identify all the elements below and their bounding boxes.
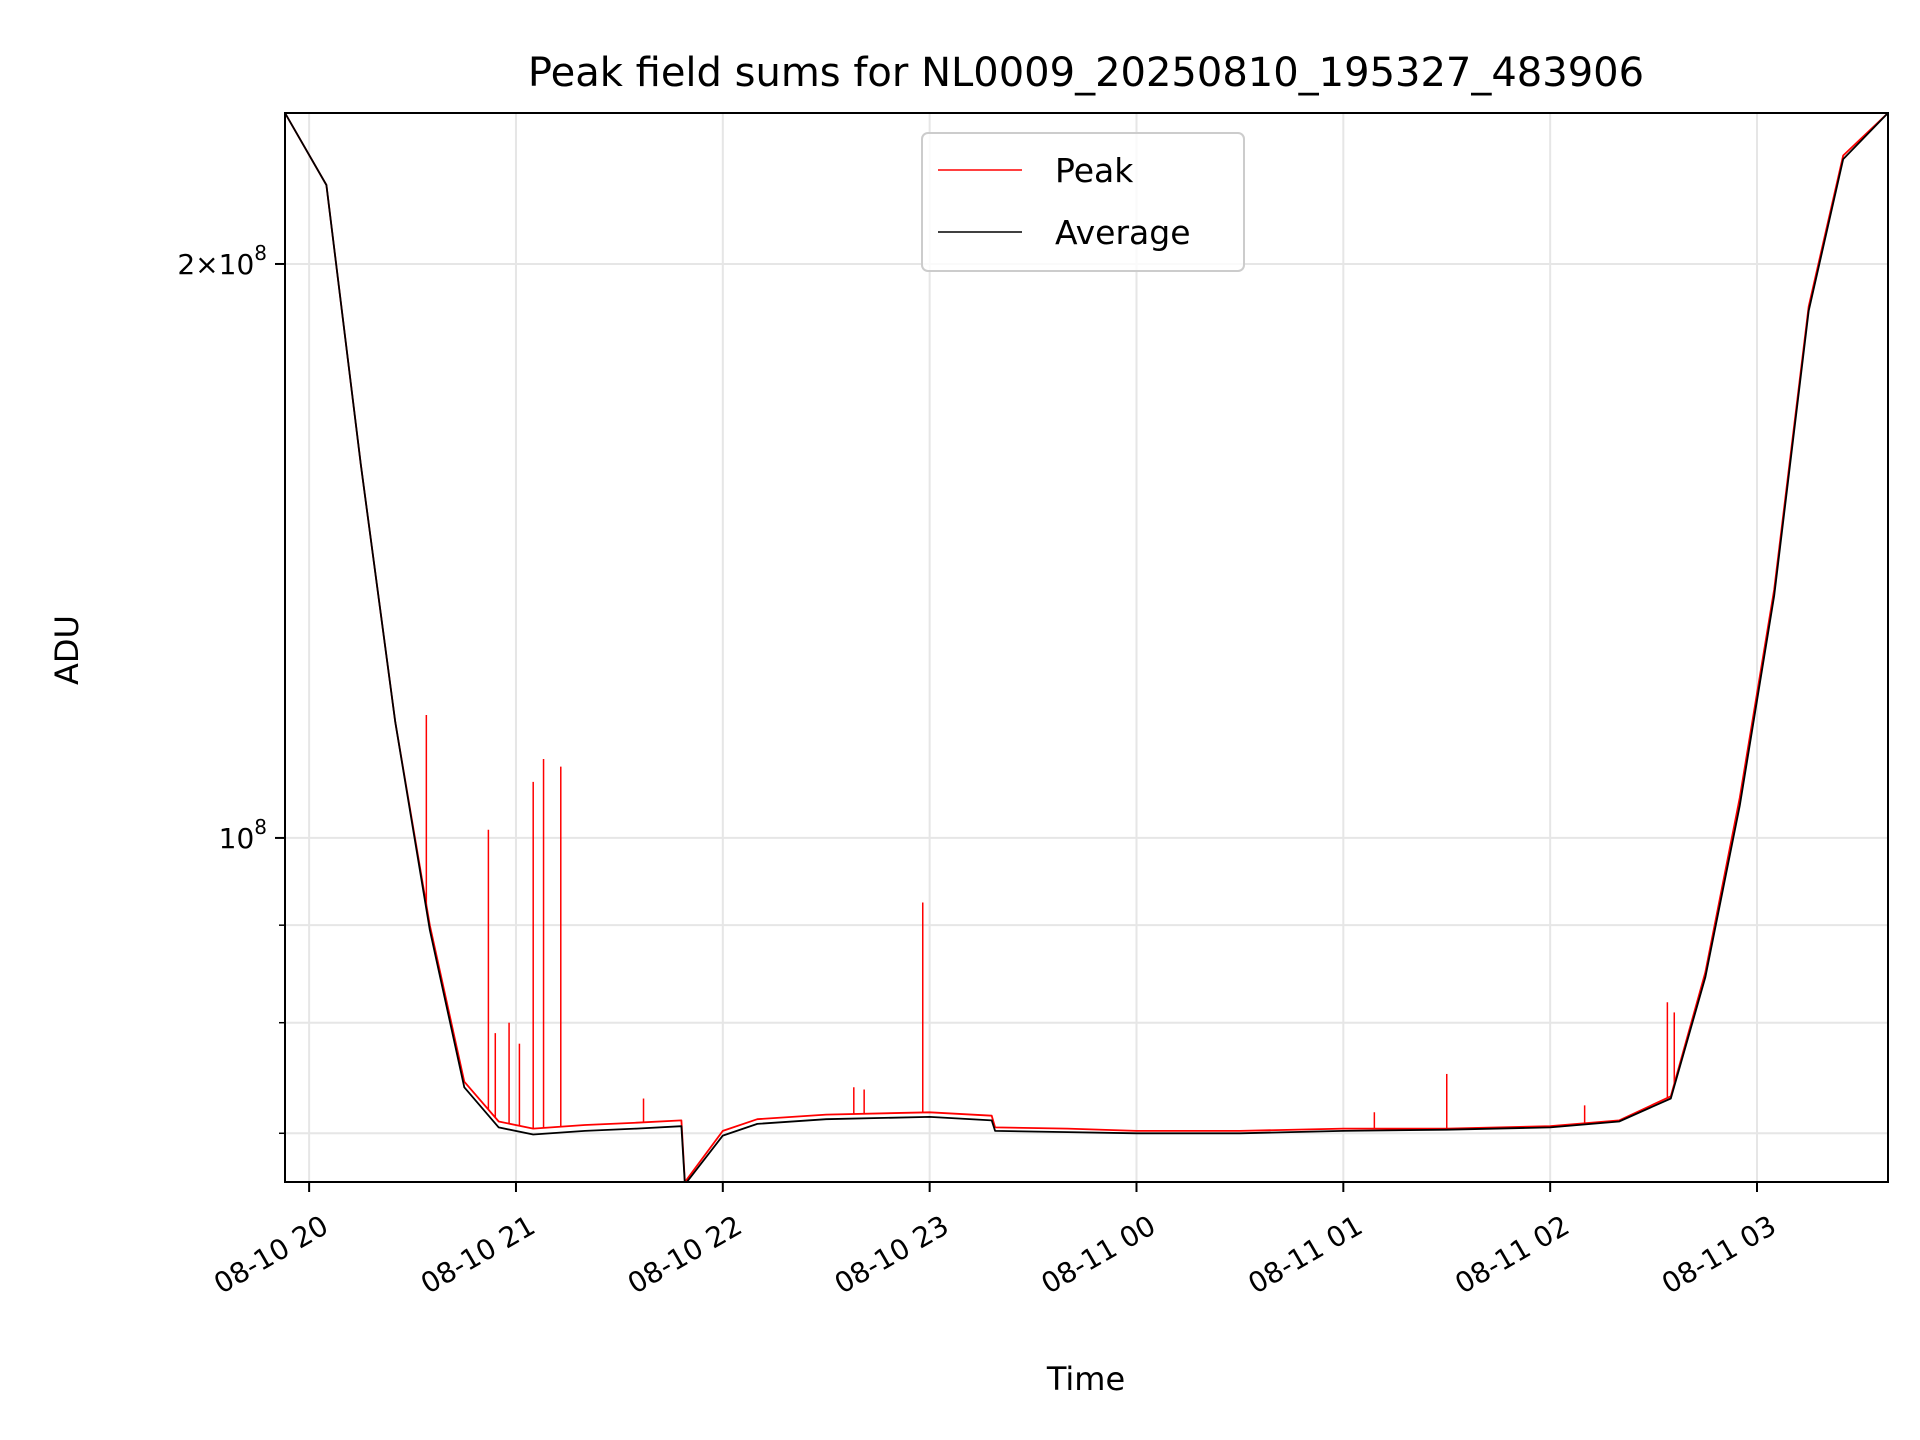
y-axis-label: ADU xyxy=(48,615,86,685)
series-layer xyxy=(285,113,1888,1182)
legend-box xyxy=(921,132,1245,272)
y-tick-label: 2×108 xyxy=(177,241,267,281)
legend: Peak Average xyxy=(921,132,1245,272)
plot-frame xyxy=(284,112,1889,1183)
average-series-line xyxy=(285,113,1888,1182)
y-tick-label: 108 xyxy=(219,815,267,855)
peak-series-line xyxy=(285,113,1888,1182)
chart-title: Peak field sums for NL0009_20250810_1953… xyxy=(528,50,1644,96)
x-axis-label: Time xyxy=(1046,1360,1125,1398)
legend-label-peak: Peak xyxy=(1055,151,1134,190)
y-axis: 108 2×108 xyxy=(177,241,285,1135)
legend-label-average: Average xyxy=(1055,213,1191,252)
